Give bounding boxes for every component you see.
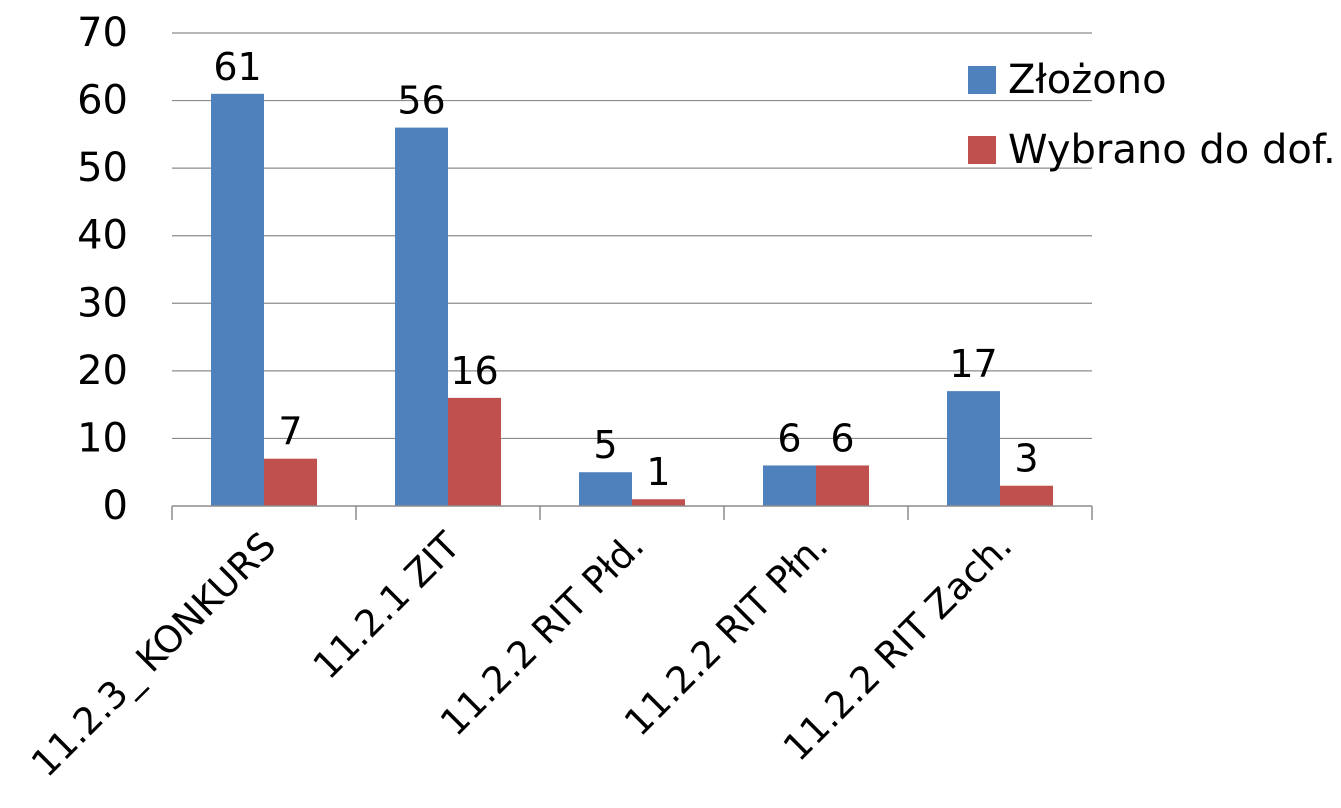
data-label: 56: [397, 79, 445, 123]
data-label: 16: [450, 349, 498, 393]
legend: Złożono Wybrano do dof.: [968, 57, 1336, 173]
y-tick-label: 0: [103, 483, 128, 529]
bar: [211, 94, 264, 506]
data-label: 17: [949, 342, 997, 386]
data-label: 5: [593, 423, 617, 467]
bar: [947, 391, 1000, 506]
data-label: 6: [777, 416, 801, 460]
y-tick-label: 30: [77, 280, 128, 326]
y-tick-label: 70: [77, 10, 128, 56]
bar: [1000, 486, 1053, 506]
y-tick-label: 10: [77, 415, 128, 461]
bar: [763, 465, 816, 506]
x-category-label: 11.2.1 ZIT: [305, 524, 469, 688]
data-label: 3: [1014, 437, 1038, 481]
data-label: 61: [213, 45, 261, 89]
legend-label: Wybrano do dof.: [1008, 127, 1336, 173]
data-label: 1: [646, 450, 670, 494]
legend-label: Złożono: [1008, 57, 1167, 103]
bar: [264, 459, 317, 506]
x-axis: [172, 506, 1092, 520]
bar: [395, 128, 448, 506]
x-category-label: 11.2.3_ KONKURS: [23, 524, 284, 785]
bars: [211, 94, 1053, 506]
bar: [632, 499, 685, 506]
legend-swatch: [968, 136, 996, 164]
y-tick-label: 50: [77, 145, 128, 191]
bar: [579, 472, 632, 506]
bar: [816, 465, 869, 506]
bar: [448, 398, 501, 506]
y-tick-label: 60: [77, 78, 128, 124]
data-label: 6: [830, 416, 854, 460]
data-label: 7: [278, 410, 302, 454]
y-tick-label: 20: [77, 348, 128, 394]
legend-swatch: [968, 66, 996, 94]
y-tick-label: 40: [77, 213, 128, 259]
y-axis-tick-labels: 0 10 20 30 40 50 60 70: [77, 10, 128, 529]
